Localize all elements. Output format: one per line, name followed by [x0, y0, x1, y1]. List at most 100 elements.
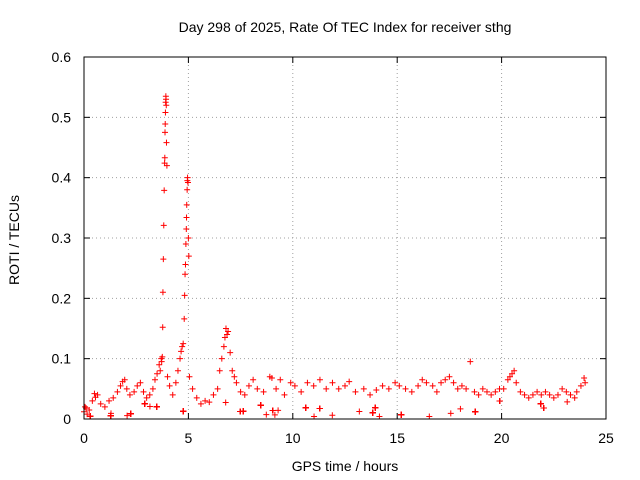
data-point	[177, 355, 184, 362]
data-point	[360, 385, 367, 392]
data-point	[310, 382, 317, 389]
data-point	[582, 379, 589, 386]
data-point	[202, 397, 209, 404]
data-point	[233, 379, 240, 386]
data-point	[160, 256, 167, 263]
data-point	[254, 385, 261, 392]
data-point	[174, 367, 181, 374]
data-point	[273, 385, 280, 392]
data-point	[329, 379, 336, 386]
data-point	[154, 370, 161, 377]
data-point	[237, 388, 244, 395]
data-point	[185, 235, 192, 241]
data-point	[140, 388, 147, 395]
data-point	[356, 408, 363, 415]
data-point	[316, 405, 323, 412]
data-point	[146, 391, 153, 398]
data-point	[483, 388, 490, 395]
data-point	[179, 343, 186, 350]
data-point	[567, 391, 574, 398]
data-point	[227, 349, 234, 356]
data-point	[157, 367, 164, 374]
data-point	[178, 348, 185, 355]
data-point	[396, 382, 403, 389]
data-point	[159, 353, 166, 360]
data-point	[222, 325, 229, 332]
data-point	[379, 382, 386, 389]
data-point	[164, 373, 171, 380]
y-tick-label: 0.6	[52, 49, 72, 65]
data-point	[367, 391, 374, 398]
data-point	[182, 241, 189, 248]
data-point	[87, 413, 94, 420]
data-point	[229, 367, 236, 374]
data-point	[467, 358, 474, 365]
data-point	[82, 403, 89, 410]
data-point	[127, 410, 134, 417]
data-point	[225, 328, 232, 335]
data-point	[291, 382, 298, 389]
data-point	[245, 382, 252, 389]
data-point	[206, 399, 213, 406]
data-point	[298, 388, 305, 395]
data-point	[329, 412, 336, 419]
data-point	[182, 261, 189, 268]
data-point	[220, 343, 227, 350]
data-point	[287, 379, 294, 386]
data-point	[121, 376, 128, 383]
data-point	[271, 411, 278, 418]
data-point	[260, 388, 267, 395]
data-point	[131, 388, 138, 395]
data-point	[163, 102, 170, 109]
data-point	[250, 376, 257, 383]
data-point	[275, 407, 282, 414]
data-point	[222, 399, 229, 406]
data-point	[183, 225, 190, 232]
data-point	[114, 388, 121, 395]
data-point	[151, 376, 158, 383]
data-point	[159, 289, 166, 296]
data-point	[268, 374, 275, 381]
y-tick-label: 0	[63, 411, 71, 427]
data-point	[158, 358, 165, 365]
data-point	[91, 390, 98, 397]
data-point	[186, 373, 193, 380]
data-point	[517, 388, 524, 395]
data-point	[153, 403, 160, 410]
data-point	[180, 408, 187, 415]
data-point	[141, 400, 148, 407]
data-point	[415, 382, 422, 389]
data-point	[126, 391, 133, 398]
data-point	[521, 391, 528, 398]
y-tick-label: 0.5	[52, 109, 72, 125]
data-point	[180, 340, 187, 347]
data-point	[156, 361, 163, 368]
data-point	[304, 379, 311, 386]
data-point	[149, 385, 156, 392]
data-point	[540, 405, 547, 412]
data-point	[369, 409, 376, 416]
data-point	[457, 405, 464, 412]
y-tick-label: 0.4	[52, 170, 72, 186]
data-point	[446, 373, 453, 380]
data-point	[172, 379, 179, 386]
data-point	[402, 385, 409, 392]
data-point	[447, 410, 454, 417]
data-point	[84, 411, 91, 418]
data-point	[492, 388, 499, 395]
data-point	[542, 388, 549, 395]
data-point	[216, 367, 223, 374]
data-point	[241, 391, 248, 398]
data-point	[214, 385, 221, 392]
axis-ticks: 0 5 10 15 20 25 0 0.1 0.2 0.3 0.4 0.5 0.6	[52, 49, 614, 446]
data-point	[463, 385, 470, 392]
data-point	[183, 214, 190, 221]
data-point	[94, 391, 101, 398]
data-point	[538, 391, 545, 398]
data-point	[429, 382, 436, 389]
data-point	[511, 367, 518, 374]
y-tick-label: 0.1	[52, 351, 72, 367]
data-point	[419, 376, 426, 383]
x-tick-label: 15	[389, 430, 405, 446]
data-point	[496, 397, 503, 404]
